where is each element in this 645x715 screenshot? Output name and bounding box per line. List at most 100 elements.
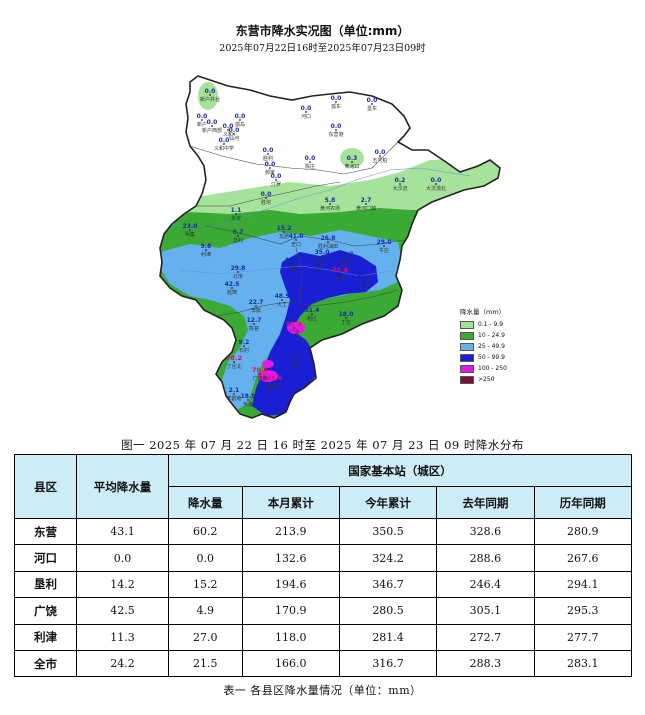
station-dot [365, 203, 367, 205]
station-dot [335, 101, 337, 103]
cell-rain: 4.9 [168, 597, 243, 625]
table-row: 垦利 14.2 15.2 194.6 346.7 246.4 294.1 [14, 570, 633, 599]
station-name: 史口 [291, 241, 301, 248]
station-value: 5.8 [325, 197, 336, 204]
cell-avg: 42.5 [76, 597, 169, 625]
station-value: 0.0 [265, 161, 276, 168]
cell-rain: 0.0 [168, 544, 243, 572]
station-dot [265, 197, 267, 199]
legend-swatch [460, 375, 474, 384]
cell-month: 194.6 [241, 570, 340, 599]
station-value: 0.0 [229, 127, 240, 134]
station: 0.0河口 [301, 105, 312, 120]
legend-item: 0.1 - 9.9 [460, 319, 528, 330]
station-name: 仙河 [229, 135, 239, 142]
station-value: 9.8 [201, 243, 212, 250]
station-name: 东营 [317, 257, 327, 264]
station-name: 盐窝 [227, 289, 237, 296]
station-dot [243, 345, 245, 347]
station: 0.0郝家 [265, 161, 276, 176]
station-dot [383, 245, 385, 247]
station-dot [291, 263, 293, 265]
legend-label: 10 - 24.9 [478, 332, 505, 339]
station-name: 胜利油田 [318, 243, 338, 250]
legend-swatch [460, 353, 474, 362]
table-row: 利津 11.3 27.0 118.0 281.4 272.7 277.7 [14, 623, 633, 651]
station-value: 22.7 [249, 299, 264, 306]
station-name: 五号桩 [372, 157, 387, 164]
station-dot [237, 271, 239, 273]
station: 0.0义和 [223, 123, 234, 138]
station-name: 稻庄 [307, 315, 317, 322]
station-value: 0.0 [375, 149, 386, 156]
cell-history: 277.7 [533, 623, 633, 651]
station-value: 70.4 [252, 366, 269, 374]
cell-month: 132.6 [241, 544, 340, 572]
station-name: 稻庄南 [264, 383, 279, 390]
cell-avg: 11.3 [76, 623, 169, 651]
station-value: 0.0 [219, 137, 230, 144]
cell-month: 118.0 [241, 623, 340, 651]
station: 22.7李鹊 [249, 299, 264, 314]
cell-last-year: 246.4 [436, 570, 535, 599]
legend-item: 10 - 24.9 [460, 330, 528, 341]
station: 0.0陈庄 [305, 155, 316, 170]
station-value: 42.5 [225, 281, 240, 288]
cell-history: 267.6 [533, 544, 633, 572]
station: 0.0新户 [197, 113, 208, 128]
cell-rain: 15.2 [168, 570, 243, 599]
station-value: 60.2 [339, 251, 354, 258]
station-name: 北宋 [233, 273, 243, 280]
station-dot [189, 229, 191, 231]
legend-label: 0.1 - 9.9 [478, 321, 504, 328]
station-dot [233, 361, 235, 363]
station-name: 花官 [291, 361, 301, 368]
station-name: 丁庄北 [226, 363, 241, 370]
station-name: 东营港 [328, 131, 343, 138]
station-dot [295, 359, 297, 361]
cell-rain: 27.0 [168, 623, 243, 651]
legend-swatch [460, 342, 474, 351]
station-name: 广利 [359, 283, 369, 290]
station-dot [371, 103, 373, 105]
cell-avg: 14.2 [76, 570, 169, 599]
station-dot [233, 133, 235, 135]
station: 41.0史口 [289, 233, 304, 248]
station-dot [321, 255, 323, 257]
station: 29.0牛庄 [377, 239, 392, 254]
station-dot [223, 143, 225, 145]
legend-swatch [460, 364, 474, 373]
cell-avg: 24.2 [76, 649, 169, 678]
map-subtitle: 2025年07月22日16时至2025年07月23日09时 [219, 43, 426, 54]
station-dot [231, 287, 233, 289]
station-name: 东城 [335, 275, 345, 282]
station-name: 龙居 [279, 233, 289, 240]
station-value: 12.7 [247, 317, 262, 324]
station-dot [399, 183, 401, 185]
station: 0.0孤岛 [235, 113, 246, 128]
station-value: 18.9 [241, 393, 256, 400]
station-value: 101.6 [262, 374, 283, 382]
station: 0.0汀罗 [271, 173, 282, 188]
station-dot [269, 167, 271, 169]
header-month: 本月累计 [241, 486, 340, 519]
station-value: 2.7 [361, 197, 372, 204]
station-value: 0.0 [223, 123, 234, 130]
station-name: 广饶南 [252, 375, 267, 382]
station-name: 大王 [277, 301, 287, 308]
cell-month: 213.9 [241, 517, 340, 546]
station: 31.8广利 [357, 275, 372, 290]
table-row: 东营 43.1 60.2 213.9 350.5 328.6 280.9 [14, 517, 633, 546]
station: 0.0胜利 [263, 147, 274, 162]
cell-year: 324.2 [338, 544, 438, 572]
station-dot [205, 249, 207, 251]
